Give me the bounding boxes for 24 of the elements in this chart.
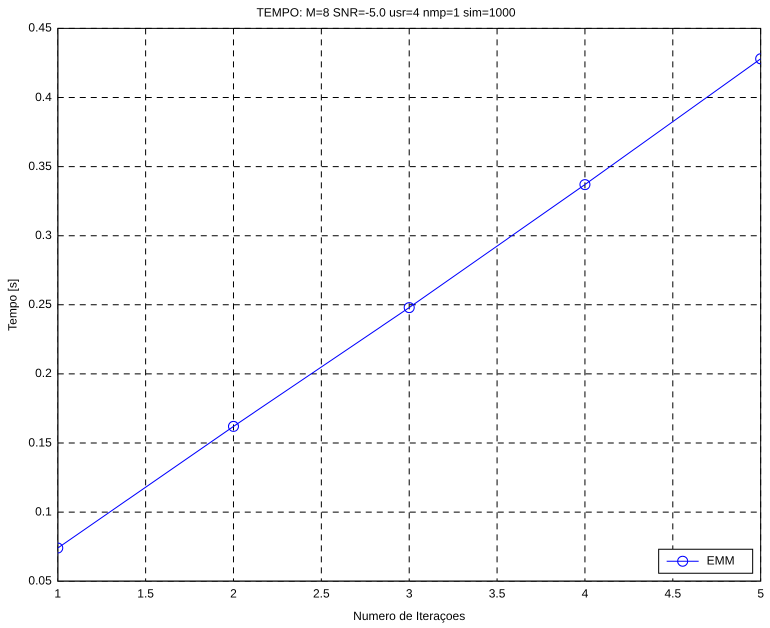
y-tick-label: 0.4 [35,90,52,104]
x-tick-label: 2.5 [313,586,330,601]
y-tick-label: 0.45 [28,20,52,35]
y-tick-label: 0.25 [28,297,52,312]
y-tick-label: 0.1 [35,504,52,518]
x-tick-label: 4.5 [664,586,682,601]
y-tick-label: 0.3 [35,228,52,242]
x-tick-label: 4 [582,586,589,601]
x-tick-label: 5 [757,586,764,601]
y-tick-label: 0.2 [35,366,52,380]
x-tick-label: 3.5 [488,586,506,601]
x-tick-label: 2 [230,586,238,601]
y-tick-label: 0.05 [28,574,52,588]
point [579,179,590,190]
x-tick-label: 1 [54,586,62,601]
y-tick-label: 0.15 [28,435,52,450]
point [404,302,415,314]
x-tick-label: 3 [406,586,413,601]
chart-title: TEMPO: M=8 SNR=-5.0 usr=4 nmp=1 sim=1000 [256,6,516,20]
x-axis-title: Numero de Iteraçoes [353,609,466,624]
legend-label: EMM [706,554,735,568]
x-tick-label: 1.5 [137,586,154,601]
y-tick-label: 0.35 [28,158,52,173]
y-axis-title: Tempo [s] [6,278,20,331]
